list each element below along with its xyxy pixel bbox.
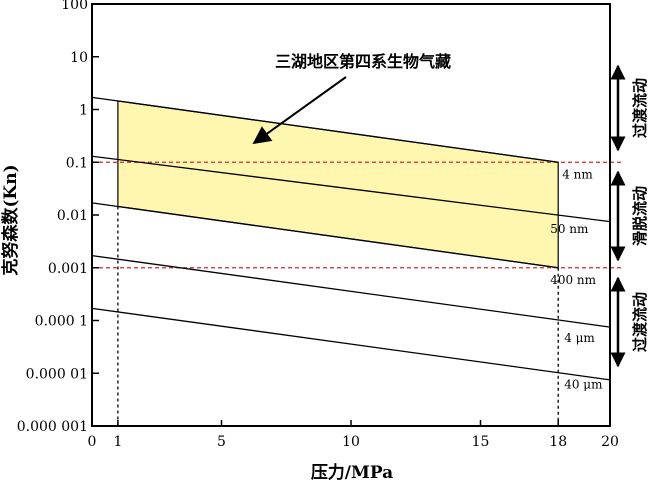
y-tick-label-2: 1 [79,103,88,119]
series-line-3 [91,254,611,328]
annotation-arrow [252,76,347,145]
series-labels: 4 nm 50 nm 400 nm 4 μm 40 μm [550,167,603,391]
y-tick-label-5: 0.001 [48,261,88,277]
series-line-2 [91,202,559,269]
y-tick-label-3: 0.1 [66,155,88,171]
y-axis-title: 克努森数(Kn) [0,164,21,275]
y-tick-label-8: 0.000 001 [17,419,88,435]
series-line-0 [91,96,559,163]
x-tick-label-5: 18 [549,434,567,450]
x-tick-label-4: 15 [472,434,490,450]
y-axis-ticks: 100 10 1 0.1 0.01 0.001 0.000 1 0.000 01 0.000 0… [17,0,99,435]
regime-label-1: 滑脱流动 [631,186,649,246]
y-tick-label-4: 0.01 [57,208,88,224]
annotation-label: 三湖地区第四系生物气藏 [275,52,451,71]
x-tick-label-1: 1 [113,434,122,450]
shaded-region [117,100,559,269]
x-axis-ticks: 0 1 5 10 15 18 20 [88,420,619,450]
x-axis-title: 压力/MPa [311,462,393,483]
y-tick-label-7: 0.000 01 [26,366,88,382]
x-tick-label-2: 5 [217,434,226,450]
series-label-3: 4 μm [564,331,595,345]
reference-lines [92,161,622,426]
x-tick-label-3: 10 [342,434,360,450]
series-label-2: 400 nm [550,273,596,287]
x-tick-label-0: 0 [88,434,97,450]
series-label-4: 40 μm [564,378,603,392]
x-tick-label-6: 20 [601,434,619,450]
series-line-4 [91,307,611,381]
series-label-0: 4 nm [562,167,593,181]
y-tick-label-1: 10 [70,50,88,66]
series-lines [91,96,611,381]
y-tick-label-6: 0.000 1 [35,314,88,330]
regime-label-2: 过渡流动 [631,292,649,352]
y-tick-label-0: 100 [61,0,88,13]
regime-label-0: 过渡流动 [631,78,649,138]
series-line-1 [91,155,611,223]
series-label-1: 50 nm [550,222,589,236]
shaded-gas-reservoir-region [117,100,559,269]
